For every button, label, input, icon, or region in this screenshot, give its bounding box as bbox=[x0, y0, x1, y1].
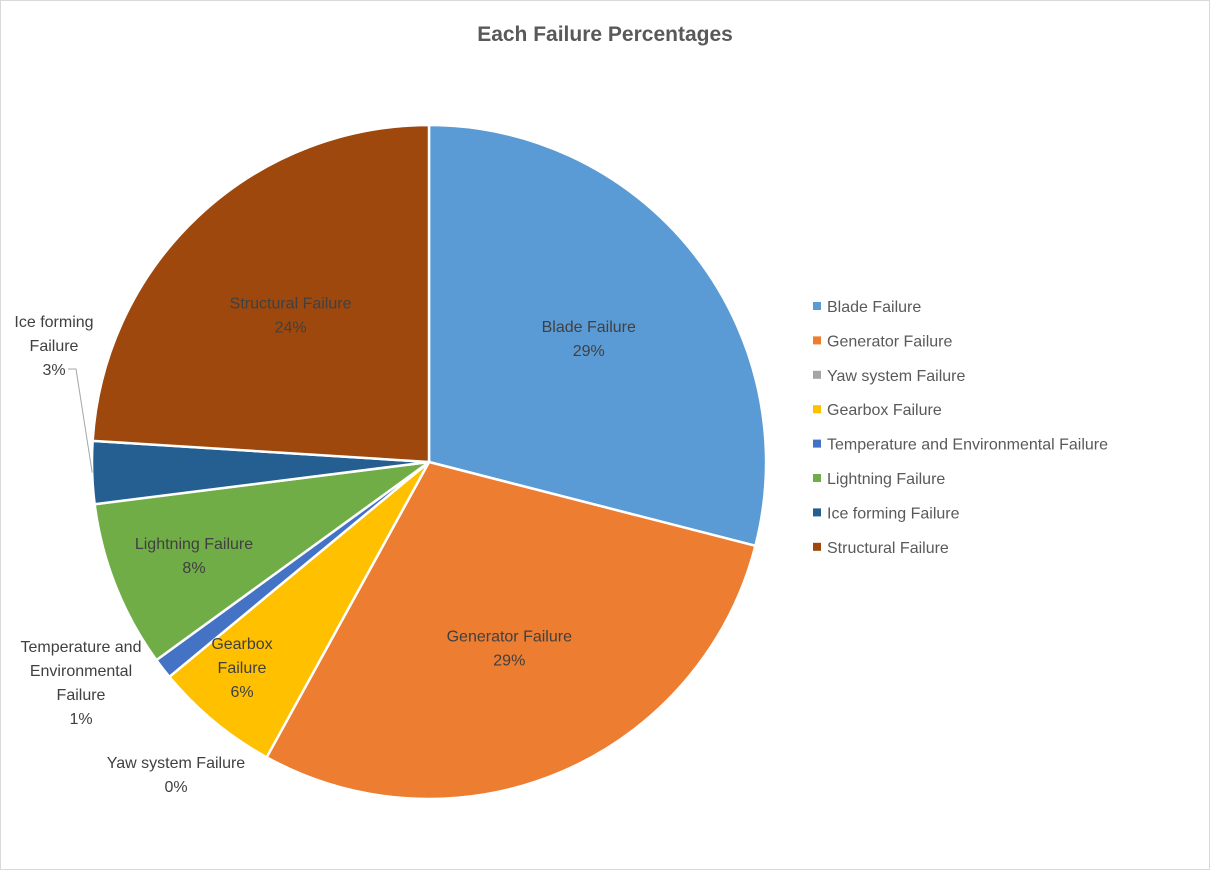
legend-item-temperature-and-environmental-failure: Temperature and Environmental Failure bbox=[813, 437, 1108, 454]
legend-swatch-ice-forming-failure bbox=[813, 508, 821, 517]
legend-item-lightning-failure: Lightning Failure bbox=[813, 471, 945, 488]
legend-label-blade-failure: Blade Failure bbox=[827, 299, 921, 316]
legend-swatch-temperature-and-environmental-failure bbox=[813, 439, 821, 448]
legend-label-generator-failure: Generator Failure bbox=[827, 333, 952, 350]
data-label-gearbox-failure: Gearbox Failure 6% bbox=[211, 636, 272, 701]
legend-item-ice-forming-failure: Ice forming Failure bbox=[813, 505, 960, 522]
legend-swatch-lightning-failure bbox=[813, 474, 821, 482]
data-labels: Blade Failure 29% Generator Failure 29% Yaw … bbox=[14, 296, 636, 796]
data-label-generator-failure: Generator Failure 29% bbox=[447, 629, 572, 670]
legend-swatch-structural-failure bbox=[813, 542, 821, 551]
leader-line-ice-forming-failure bbox=[68, 368, 93, 473]
data-label-lightning-failure: Lightning Failure 8% bbox=[135, 536, 253, 577]
slice-structural-failure bbox=[91, 123, 431, 464]
chart-title: Each Failure Percentages bbox=[477, 23, 733, 46]
data-label-structural-failure: Structural Failure 24% bbox=[230, 296, 352, 337]
legend-swatch-blade-failure bbox=[813, 302, 821, 310]
legend-label-yaw-system-failure: Yaw system Failure bbox=[827, 368, 966, 385]
legend-swatch-yaw-system-failure bbox=[813, 370, 821, 379]
legend-swatch-gearbox-failure bbox=[813, 405, 821, 414]
legend-item-structural-failure: Structural Failure bbox=[813, 540, 949, 557]
slice-blade-failure bbox=[427, 123, 768, 548]
slice-gearbox-failure bbox=[167, 461, 431, 760]
slice-generator-failure bbox=[264, 460, 757, 801]
legend-item-generator-failure: Generator Failure bbox=[813, 333, 952, 350]
legend-label-temperature-and-environmental-failure: Temperature and Environmental Failure bbox=[827, 437, 1108, 454]
data-label-blade-failure: Blade Failure 29% bbox=[542, 319, 636, 360]
data-label-temperature-and-environmental-failure: Temperature and Environmental Failure 1% bbox=[21, 639, 142, 728]
data-label-ice-forming-failure: Ice forming Failure 3% bbox=[14, 314, 93, 379]
legend-label-ice-forming-failure: Ice forming Failure bbox=[827, 505, 960, 522]
legend-item-gearbox-failure: Gearbox Failure bbox=[813, 402, 942, 419]
slice-lightning-failure bbox=[93, 460, 430, 662]
legend-swatch-generator-failure bbox=[813, 336, 821, 345]
legend-label-lightning-failure: Lightning Failure bbox=[827, 471, 945, 488]
legend: Blade Failure Generator Failure Yaw system… bbox=[813, 299, 1108, 557]
leader-lines bbox=[68, 368, 93, 473]
legend-item-yaw-system-failure: Yaw system Failure bbox=[813, 368, 966, 385]
legend-item-blade-failure: Blade Failure bbox=[813, 299, 921, 316]
data-label-yaw-system-failure: Yaw system Failure 0% bbox=[107, 755, 246, 796]
pie-slices bbox=[90, 123, 768, 801]
legend-label-structural-failure: Structural Failure bbox=[827, 540, 949, 557]
legend-label-gearbox-failure: Gearbox Failure bbox=[827, 402, 942, 419]
